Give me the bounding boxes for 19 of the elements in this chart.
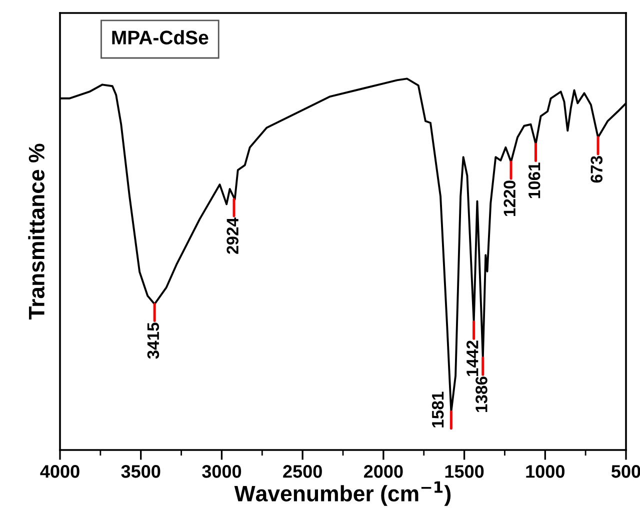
x-axis-title: Wavenumber (cm$^{−1}$) <box>234 481 451 506</box>
annotation: 1220 <box>504 180 516 216</box>
annotation: 1386 <box>476 376 488 412</box>
annotation: 2924 <box>226 218 238 254</box>
annotation: 1442 <box>466 340 478 376</box>
x-tick-label: 2500 <box>283 465 322 478</box>
annotation: 673 <box>590 156 603 183</box>
x-tick-label: 500 <box>611 465 640 478</box>
chart-title: MPA-CdSe <box>112 30 208 44</box>
annotation: 1061 <box>528 162 540 198</box>
annotation: 3415 <box>147 322 160 359</box>
y-axis-title: Transmittance % <box>28 144 44 320</box>
x-tick-label: 1000 <box>526 465 564 478</box>
x-tick-label: 4000 <box>40 465 80 478</box>
annotation: 1581 <box>432 392 444 428</box>
x-tick-label: 3500 <box>121 465 160 478</box>
x-tick-label: 1500 <box>445 465 484 478</box>
x-tick-label: 2000 <box>364 465 403 478</box>
x-tick-label: 3000 <box>202 465 242 478</box>
